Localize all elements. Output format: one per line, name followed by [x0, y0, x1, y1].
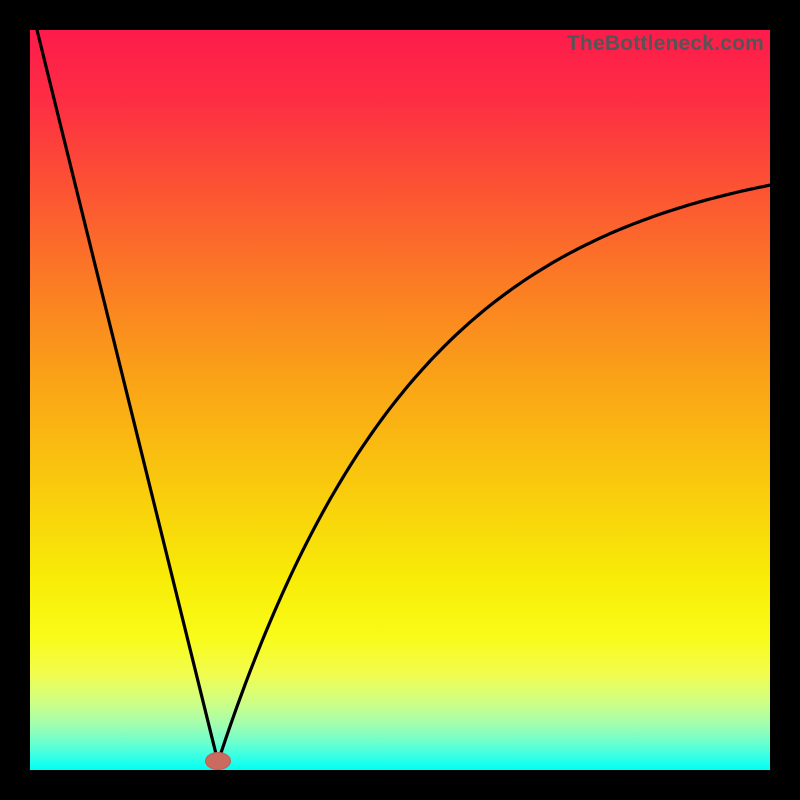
watermark-text: TheBottleneck.com	[567, 32, 764, 56]
curve-layer	[30, 30, 770, 770]
chart-frame: TheBottleneck.com	[0, 0, 800, 800]
plot-area: TheBottleneck.com	[30, 30, 770, 770]
optimum-marker	[205, 752, 231, 770]
bottleneck-curve	[37, 30, 772, 762]
